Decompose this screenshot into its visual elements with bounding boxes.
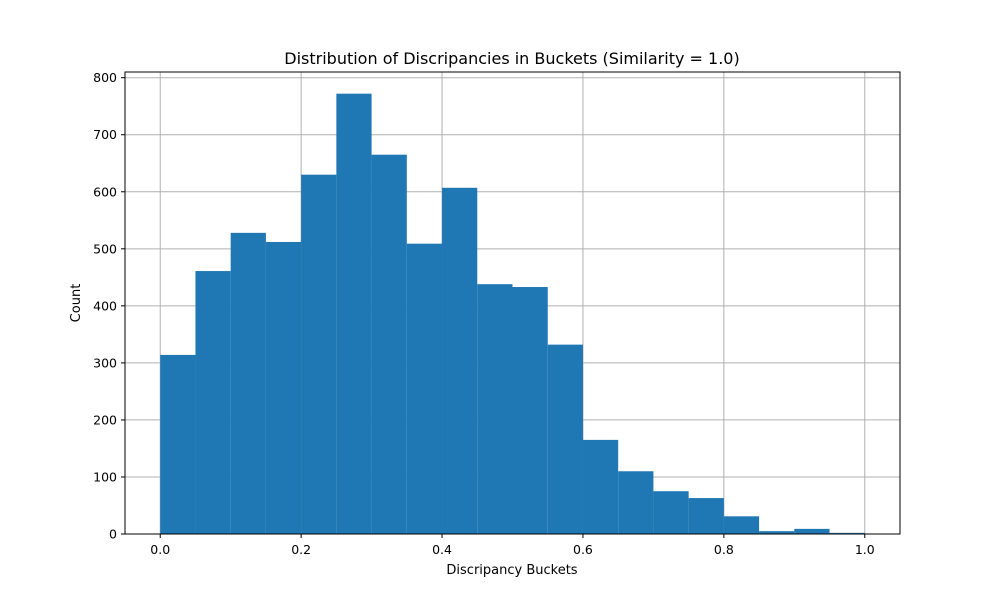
histogram-bar bbox=[829, 532, 865, 534]
y-tick-label: 200 bbox=[93, 412, 117, 427]
histogram-bar bbox=[336, 93, 372, 534]
histogram-bar bbox=[442, 187, 478, 534]
histogram-bar bbox=[477, 284, 513, 534]
y-tick-label: 500 bbox=[93, 241, 117, 256]
histogram-bar bbox=[406, 243, 443, 534]
histogram-bars bbox=[160, 93, 865, 534]
histogram-bar bbox=[195, 271, 231, 534]
histogram-bar bbox=[582, 439, 619, 534]
histogram-bar bbox=[265, 241, 302, 534]
x-tick-label: 0.6 bbox=[573, 542, 593, 557]
histogram-bar bbox=[794, 528, 830, 534]
histogram-bar bbox=[688, 498, 724, 534]
histogram-bar bbox=[230, 232, 266, 534]
histogram-bar bbox=[371, 154, 407, 534]
x-tick-label: 0.8 bbox=[714, 542, 734, 557]
histogram-bar bbox=[618, 471, 654, 534]
x-axis-label: Discripancy Buckets bbox=[446, 563, 577, 578]
x-tick-label: 0.0 bbox=[150, 542, 170, 557]
x-tick-label: 1.0 bbox=[855, 542, 875, 557]
y-axis-label: Count bbox=[69, 284, 84, 323]
y-tick-label: 700 bbox=[93, 127, 117, 142]
histogram-bar bbox=[723, 516, 760, 534]
chart-title: Distribution of Discripancies in Buckets… bbox=[284, 49, 739, 68]
y-tick-label: 100 bbox=[93, 469, 117, 484]
y-tick-label: 800 bbox=[93, 70, 117, 85]
y-tick-label: 600 bbox=[93, 184, 117, 199]
x-tick-label: 0.2 bbox=[291, 542, 311, 557]
plot-frame bbox=[124, 71, 901, 535]
histogram-bar bbox=[160, 354, 196, 534]
histogram-bar bbox=[547, 344, 583, 534]
histogram-bar bbox=[759, 531, 795, 534]
histogram-bar bbox=[653, 491, 689, 534]
x-tick-label: 0.4 bbox=[432, 542, 452, 557]
axis-ticks: 0.0 0.2 0.4 0.6 0.8 1.0 0 100 200 300 400 500 600 700… bbox=[93, 70, 875, 557]
histogram-bar bbox=[301, 174, 337, 534]
histogram-bar bbox=[512, 287, 548, 534]
y-tick-label: 400 bbox=[93, 298, 117, 313]
y-tick-label: 0 bbox=[109, 527, 117, 542]
y-tick-label: 300 bbox=[93, 355, 117, 370]
